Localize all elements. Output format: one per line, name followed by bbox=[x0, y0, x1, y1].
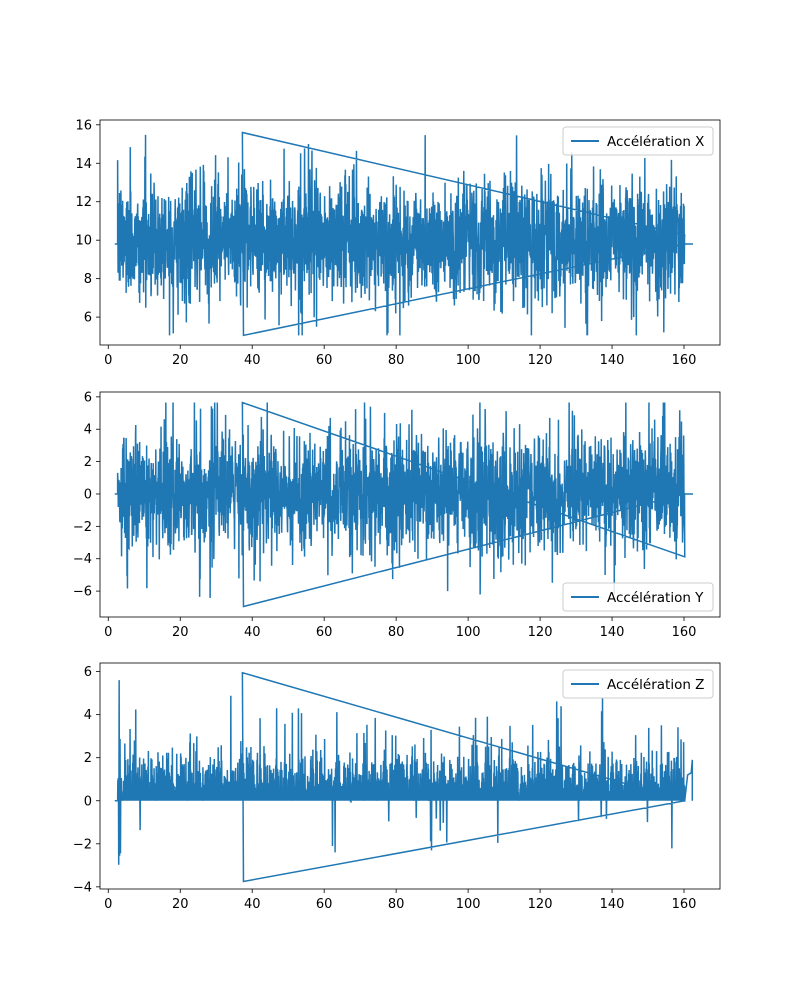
y-tick-label: 4 bbox=[84, 423, 92, 438]
x-tick-label: 120 bbox=[528, 897, 553, 912]
series-line bbox=[114, 131, 694, 337]
x-tick-label: 60 bbox=[316, 353, 333, 368]
legend-box bbox=[562, 582, 714, 612]
y-tick-label: −2 bbox=[73, 520, 92, 535]
subplot-2: 0 20 40 60 80 100 120 140 160 −6 −4 −2 0 2 4 6 Accélérat… bbox=[73, 390, 721, 640]
x-tick-label: 100 bbox=[456, 625, 481, 640]
x-tick-label: 160 bbox=[672, 353, 697, 368]
y-tick-label: 2 bbox=[84, 455, 92, 470]
x-tick-label: 120 bbox=[528, 353, 553, 368]
y-tick-label: 2 bbox=[84, 751, 92, 766]
x-tick-label: 0 bbox=[104, 625, 112, 640]
legend: Accélération Z bbox=[562, 669, 714, 699]
x-tick-label: 100 bbox=[456, 353, 481, 368]
y-tick-label: 10 bbox=[75, 234, 92, 249]
x-tick-label: 140 bbox=[600, 897, 625, 912]
series-line bbox=[114, 401, 694, 608]
x-tick-label: 160 bbox=[672, 625, 697, 640]
legend-label: Accélération Z bbox=[607, 677, 704, 693]
y-tick-label: 16 bbox=[75, 118, 92, 133]
y-tick-label: 14 bbox=[75, 157, 92, 172]
y-tick-label: −4 bbox=[73, 880, 92, 895]
x-tick-label: 140 bbox=[600, 353, 625, 368]
y-tick-label: 0 bbox=[84, 487, 92, 502]
legend: Accélération Y bbox=[562, 582, 714, 612]
subplot-1: 0 20 40 60 80 100 120 140 160 6 8 10 12 14 16 Accélérat… bbox=[75, 118, 721, 368]
x-tick-label: 80 bbox=[388, 353, 405, 368]
legend-label: Accélération Y bbox=[607, 590, 704, 606]
axes-frame bbox=[99, 391, 721, 618]
legend: Accélération X bbox=[562, 126, 714, 156]
y-tick-label: 4 bbox=[84, 708, 92, 723]
legend-box bbox=[562, 126, 714, 156]
y-tick-label: 6 bbox=[84, 665, 92, 680]
x-tick-label: 160 bbox=[672, 897, 697, 912]
x-tick-label: 0 bbox=[104, 897, 112, 912]
x-tick-label: 100 bbox=[456, 897, 481, 912]
y-tick-label: −6 bbox=[73, 585, 92, 600]
y-tick-label: 8 bbox=[84, 272, 92, 287]
y-tick-label: 0 bbox=[84, 794, 92, 809]
x-tick-label: 80 bbox=[388, 625, 405, 640]
x-tick-label: 20 bbox=[172, 897, 189, 912]
x-tick-label: 60 bbox=[316, 625, 333, 640]
axes-frame bbox=[99, 662, 721, 890]
x-tick-label: 20 bbox=[172, 353, 189, 368]
axes-frame bbox=[99, 119, 721, 346]
y-tick-label: 6 bbox=[84, 311, 92, 326]
x-tick-label: 120 bbox=[528, 625, 553, 640]
x-tick-label: 140 bbox=[600, 625, 625, 640]
y-tick-label: −4 bbox=[73, 552, 92, 567]
subplot-3: 0 20 40 60 80 100 120 140 160 −4 −2 0 2 4 6 Accélératio… bbox=[73, 662, 721, 912]
y-tick-label: −2 bbox=[73, 837, 92, 852]
y-tick-label: 12 bbox=[75, 195, 92, 210]
x-tick-label: 20 bbox=[172, 625, 189, 640]
x-tick-label: 40 bbox=[244, 625, 261, 640]
x-tick-label: 40 bbox=[244, 353, 261, 368]
x-tick-label: 40 bbox=[244, 897, 261, 912]
x-tick-label: 60 bbox=[316, 897, 333, 912]
legend-box bbox=[562, 669, 714, 699]
x-tick-label: 0 bbox=[104, 353, 112, 368]
series-line bbox=[114, 671, 694, 883]
x-tick-label: 80 bbox=[388, 897, 405, 912]
y-tick-label: 6 bbox=[84, 390, 92, 405]
legend-label: Accélération X bbox=[607, 134, 704, 150]
